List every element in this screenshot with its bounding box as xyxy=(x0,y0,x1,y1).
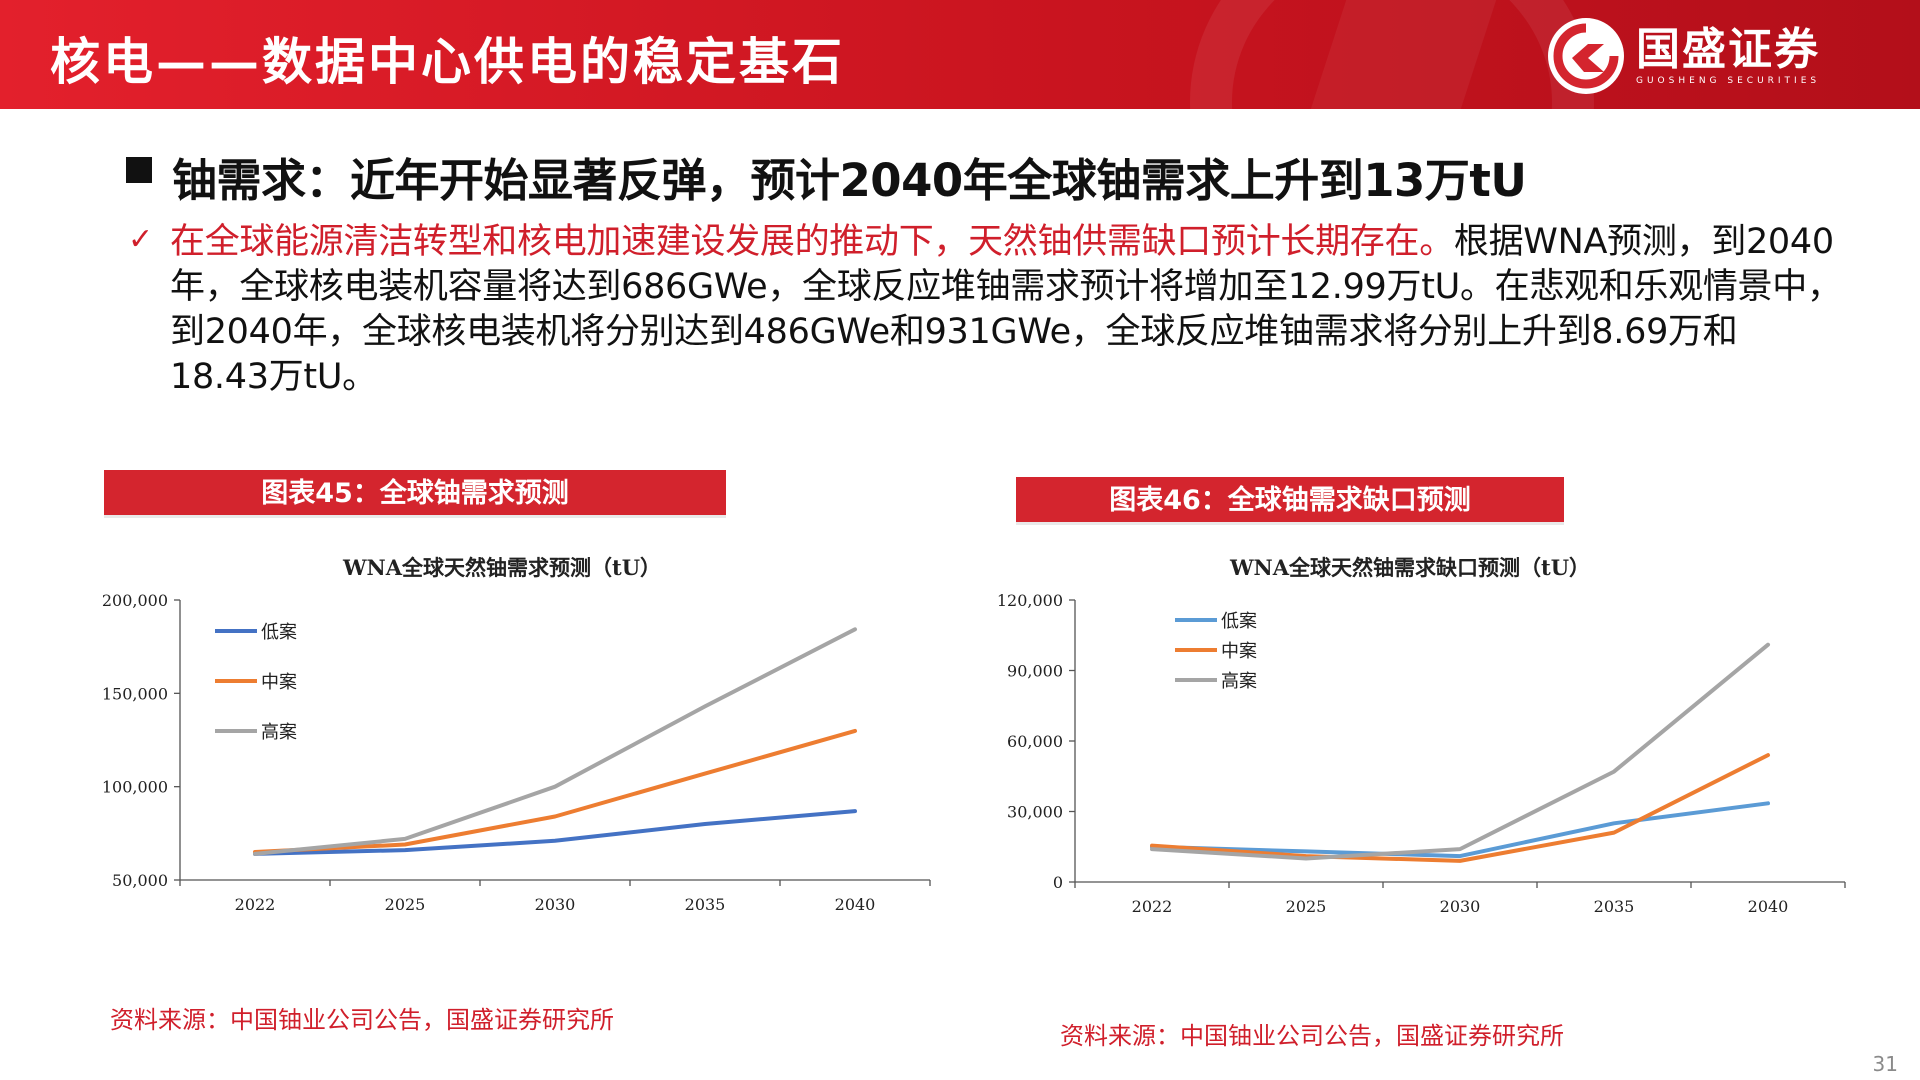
x-tick-label: 2022 xyxy=(1132,897,1173,916)
body-line-4: 18.43万tU。 xyxy=(170,357,377,397)
x-tick-label: 2040 xyxy=(835,895,876,914)
legend-label: 中案 xyxy=(1221,641,1257,662)
chart-title: WNA全球天然铀需求缺口预测（tU） xyxy=(1229,555,1590,580)
y-tick-label: 90,000 xyxy=(1007,662,1063,681)
legend-label: 高案 xyxy=(1221,671,1257,692)
brand-name: 国盛证券 xyxy=(1636,24,1820,75)
chart-title: WNA全球天然铀需求预测（tU） xyxy=(342,555,661,580)
figure-46-title-text: 图表46：全球铀需求缺口预测 xyxy=(1109,485,1471,516)
y-tick-label: 100,000 xyxy=(102,778,168,797)
legend-label: 低案 xyxy=(1221,611,1257,632)
x-tick-label: 2035 xyxy=(685,895,726,914)
uranium-gap-chart: WNA全球天然铀需求缺口预测（tU） 0 30,000 60,000 90,000 120… xyxy=(997,555,1846,916)
figure-45-title: 图表45：全球铀需求预测 xyxy=(104,470,726,518)
checkmark-icon: ✓ xyxy=(128,222,154,257)
figure-46-source: 资料来源：中国铀业公司公告，国盛证券研究所 xyxy=(1060,1022,1564,1050)
legend-label: 高案 xyxy=(261,722,297,743)
body-line-2: 年，全球核电装机容量将达到686GWe，全球反应堆铀需求预计将增加至12.99万… xyxy=(170,267,1842,307)
brand-name-en: GUOSHENG SECURITIES xyxy=(1636,76,1821,86)
figure-46-title: 图表46：全球铀需求缺口预测 xyxy=(1016,477,1564,525)
uranium-demand-chart: WNA全球天然铀需求预测（tU） 50,000 100,000 150,000 200,… xyxy=(102,555,931,914)
y-tick-label: 50,000 xyxy=(112,871,168,890)
legend-label: 低案 xyxy=(261,622,297,643)
y-tick-label: 150,000 xyxy=(102,684,168,703)
y-tick-label: 60,000 xyxy=(1007,732,1063,751)
header-bar: 核电——数据中心供电的稳定基石 国盛证券 GUOSHENG SECURITIES xyxy=(0,0,1920,109)
page-number: 31 xyxy=(1872,1052,1898,1076)
series-line-2 xyxy=(253,728,857,854)
x-tick-label: 2040 xyxy=(1748,897,1789,916)
series-line-2 xyxy=(1150,753,1770,863)
brand-logo-icon xyxy=(1548,18,1624,94)
headline-bullet-icon xyxy=(126,157,152,183)
y-tick-label: 30,000 xyxy=(1007,803,1063,822)
x-tick-label: 2025 xyxy=(1286,897,1327,916)
y-tick-label: 120,000 xyxy=(997,591,1063,610)
x-tick-label: 2030 xyxy=(535,895,576,914)
y-tick-label: 200,000 xyxy=(102,591,168,610)
headline: 铀需求：近年开始显著反弹，预计2040年全球铀需求上升到13万tU xyxy=(172,154,1527,207)
legend-label: 中案 xyxy=(261,672,297,693)
slide-title: 核电——数据中心供电的稳定基石 xyxy=(50,32,845,91)
body-highlight: 在全球能源清洁转型和核电加速建设发展的推动下，天然铀供需缺口预计长期存在。 xyxy=(170,222,1454,262)
x-tick-label: 2030 xyxy=(1440,897,1481,916)
body-paragraph: 在全球能源清洁转型和核电加速建设发展的推动下，天然铀供需缺口预计长期存在。根据W… xyxy=(170,220,1842,400)
body-line-3: 到2040年，全球核电装机将分别达到486GWe和931GWe，全球反应堆铀需求… xyxy=(170,312,1738,352)
body-line-1-rest: 根据WNA预测，到2040 xyxy=(1453,222,1834,262)
x-tick-label: 2025 xyxy=(385,895,426,914)
figure-45-title-text: 图表45：全球铀需求预测 xyxy=(261,478,569,509)
x-tick-label: 2035 xyxy=(1594,897,1635,916)
figure-45-source: 资料来源：中国铀业公司公告，国盛证券研究所 xyxy=(110,1006,614,1034)
x-tick-label: 2022 xyxy=(235,895,276,914)
body-line-1: 在全球能源清洁转型和核电加速建设发展的推动下，天然铀供需缺口预计长期存在。根据W… xyxy=(170,220,1834,265)
y-tick-label: 0 xyxy=(1053,873,1063,892)
brand-logo: 国盛证券 GUOSHENG SECURITIES xyxy=(1548,16,1820,96)
